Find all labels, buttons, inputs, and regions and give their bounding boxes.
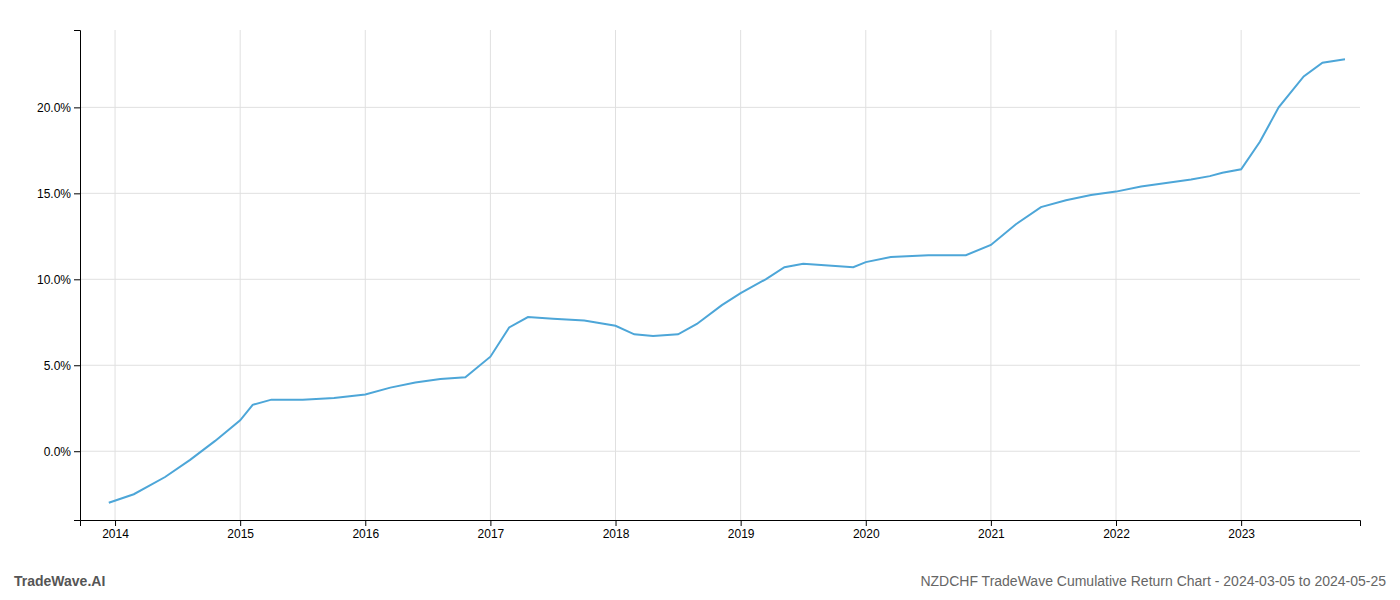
- grid-line-y: [80, 193, 1360, 194]
- grid-line-x: [990, 30, 991, 520]
- y-tick-label: 5.0%: [44, 359, 72, 373]
- grid-line-x: [115, 30, 116, 520]
- grid-line-y: [80, 451, 1360, 452]
- x-tick-label: 2016: [352, 527, 379, 541]
- watermark: TradeWave.AI: [14, 573, 105, 589]
- x-tick: 2014: [102, 520, 129, 541]
- x-tick: 2023: [1228, 520, 1255, 541]
- grid-line-x: [240, 30, 241, 520]
- x-tick-mark: [240, 520, 241, 526]
- y-tick: 20.0%: [37, 101, 80, 115]
- x-tick-mark: [991, 520, 992, 526]
- y-tick: 10.0%: [37, 273, 80, 287]
- x-tick-mark: [490, 520, 491, 526]
- chart-svg: 2014 2015 2016 2017 2018 2019 2020 2021 2022 2023…: [0, 0, 1400, 600]
- x-tick-mark: [866, 520, 867, 526]
- x-tick-label: 2021: [978, 527, 1005, 541]
- x-tick-label: 2020: [853, 527, 880, 541]
- y-tick: 15.0%: [37, 187, 80, 201]
- x-tick: 2018: [603, 520, 630, 541]
- y-axis: 0.0% 5.0% 10.0% 15.0% 20.0%: [37, 31, 81, 521]
- grid-line-y: [80, 107, 1360, 108]
- y-tick-label: 0.0%: [44, 445, 72, 459]
- line: [109, 59, 1345, 503]
- x-tick: 2016: [352, 520, 379, 541]
- x-tick-mark: [1116, 520, 1117, 526]
- y-tick: 5.0%: [44, 359, 80, 373]
- x-tick: 2019: [728, 520, 755, 541]
- x-tick-label: 2022: [1103, 527, 1130, 541]
- y-tick-label: 10.0%: [37, 273, 71, 287]
- y-tick-mark: [74, 107, 80, 108]
- x-tick-mark: [115, 520, 116, 526]
- marks: [109, 59, 1345, 503]
- x-tick-label: 2018: [603, 527, 630, 541]
- x-axis: 2014 2015 2016 2017 2018 2019 2020 2021 2022 2023: [81, 520, 1361, 541]
- x-tick: 2020: [853, 520, 880, 541]
- x-tick-label: 2014: [102, 527, 129, 541]
- grid-line-x: [490, 30, 491, 520]
- x-tick-mark: [365, 520, 366, 526]
- x-tick: 2021: [978, 520, 1005, 541]
- y-axis-line: [74, 31, 81, 521]
- y-tick-mark: [74, 193, 80, 194]
- grid-line-x: [865, 30, 866, 520]
- y-tick-mark: [74, 365, 80, 366]
- x-tick: 2015: [227, 520, 254, 541]
- x-tick-label: 2017: [478, 527, 505, 541]
- y-tick: 0.0%: [44, 445, 80, 459]
- x-tick-mark: [1241, 520, 1242, 526]
- x-tick-label: 2023: [1228, 527, 1255, 541]
- x-tick-label: 2019: [728, 527, 755, 541]
- grid-line-y: [80, 365, 1360, 366]
- grid-line-x: [740, 30, 741, 520]
- grid: [80, 30, 1360, 520]
- y-tick-label: 15.0%: [37, 187, 71, 201]
- y-tick-mark: [74, 451, 80, 452]
- grid-line-y: [80, 279, 1360, 280]
- y-tick-label: 20.0%: [37, 101, 71, 115]
- grid-line-x: [1116, 30, 1117, 520]
- x-tick-mark: [616, 520, 617, 526]
- title: NZDCHF TradeWave Cumulative Return Chart…: [920, 573, 1386, 589]
- grid-line-x: [615, 30, 616, 520]
- x-tick: 2022: [1103, 520, 1130, 541]
- x-axis-line: [81, 521, 1361, 527]
- x-tick-mark: [741, 520, 742, 526]
- grid-line-x: [365, 30, 366, 520]
- x-tick: 2017: [478, 520, 505, 541]
- grid-line-x: [1241, 30, 1242, 520]
- x-tick-label: 2015: [227, 527, 254, 541]
- plot-area: 2014 2015 2016 2017 2018 2019 2020 2021 2022 2023…: [37, 30, 1361, 541]
- y-tick-mark: [74, 279, 80, 280]
